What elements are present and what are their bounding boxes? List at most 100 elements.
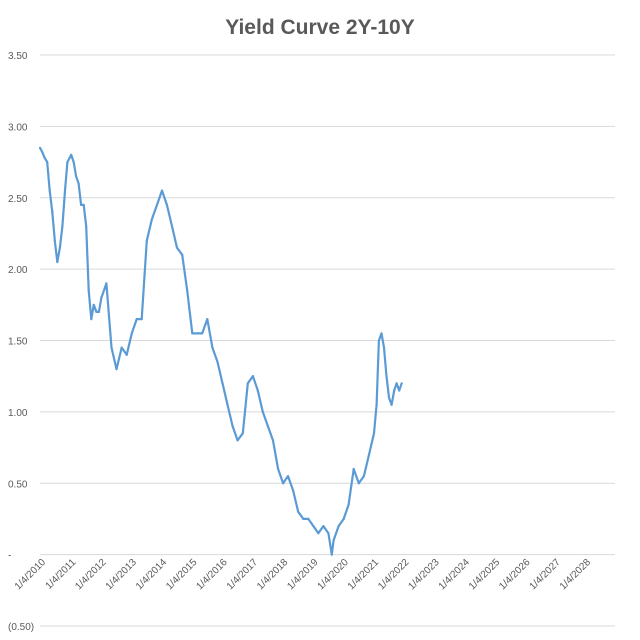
data-point	[110, 346, 113, 349]
data-point	[256, 389, 259, 392]
data-point	[231, 425, 234, 428]
data-point	[53, 239, 56, 242]
data-point	[221, 382, 224, 385]
data-point	[90, 318, 93, 321]
data-point	[165, 203, 168, 206]
data-point	[145, 239, 148, 242]
x-tick-label: 1/4/2017	[225, 557, 261, 593]
data-point	[75, 175, 78, 178]
data-point	[246, 382, 249, 385]
data-point	[92, 303, 95, 306]
data-point	[277, 467, 280, 471]
gridlines	[40, 54, 615, 627]
x-tick-label: 1/4/2022	[376, 557, 412, 593]
data-point	[393, 389, 396, 392]
y-tick-label: 1.00	[8, 408, 28, 419]
x-tick-label: 1/4/2027	[528, 557, 564, 593]
data-point	[330, 553, 333, 556]
data-point	[87, 289, 90, 292]
data-point	[130, 332, 133, 335]
x-tick-label: 1/4/2025	[467, 557, 503, 593]
data-point	[63, 189, 67, 192]
data-point	[51, 210, 54, 214]
x-tick-label: 1/4/2010	[13, 557, 49, 593]
data-point	[181, 253, 184, 256]
data-point	[105, 282, 108, 285]
data-point	[150, 218, 153, 221]
data-point	[196, 332, 199, 335]
data-point	[226, 403, 229, 406]
data-point	[377, 339, 380, 342]
data-point	[125, 353, 128, 356]
chart-title: Yield Curve 2Y-10Y	[225, 16, 414, 39]
data-point	[155, 203, 159, 206]
series-line	[39, 147, 403, 556]
data-point	[38, 146, 42, 149]
data-point	[297, 510, 300, 513]
data-point	[251, 375, 254, 378]
data-point	[211, 346, 214, 349]
x-tick-label: 1/4/2026	[497, 557, 533, 593]
data-point	[271, 439, 275, 442]
data-point	[160, 189, 164, 192]
data-point	[398, 389, 401, 392]
data-point	[292, 489, 295, 492]
x-tick-label: 1/4/2011	[44, 557, 79, 592]
data-point	[390, 403, 393, 406]
data-point	[352, 467, 355, 471]
x-axis-ticks: 1/4/20101/4/20111/4/20121/4/20131/4/2014…	[13, 557, 594, 593]
data-point	[282, 482, 285, 485]
data-point	[56, 260, 59, 264]
data-point	[367, 453, 371, 456]
data-point	[382, 346, 386, 349]
data-point	[97, 310, 100, 313]
data-point	[201, 332, 204, 335]
data-point	[191, 332, 194, 335]
x-tick-label: 1/4/2024	[437, 557, 473, 593]
data-point	[375, 403, 378, 406]
data-point	[170, 225, 174, 228]
data-point	[261, 410, 264, 413]
data-point	[362, 475, 365, 478]
x-tick-label: 1/4/2021	[346, 557, 382, 593]
data-point	[357, 482, 360, 485]
x-tick-label: 1/4/2013	[104, 557, 140, 593]
data-point	[337, 525, 340, 528]
data-point	[72, 161, 75, 164]
data-point	[43, 156, 46, 159]
data-point	[46, 161, 49, 164]
x-tick-label: 1/4/2028	[558, 557, 594, 593]
data-point	[327, 532, 330, 535]
y-tick-label: 3.00	[8, 122, 28, 133]
y-tick-label: 2.50	[8, 194, 28, 205]
y-axis-ticks: (0.50) - 0.50 1.00 1.50 2.00 2.50 3.00 3.50	[8, 51, 34, 633]
y-tick-label: 2.00	[8, 265, 28, 276]
data-point	[286, 475, 290, 478]
data-point	[322, 525, 325, 528]
data-point	[317, 532, 320, 535]
data-point	[241, 432, 244, 435]
data-point	[307, 517, 310, 521]
x-tick-label: 1/4/2016	[194, 557, 230, 593]
y-tick-label: -	[8, 551, 11, 562]
y-tick-label: 1.50	[8, 337, 28, 348]
data-point	[266, 425, 269, 428]
x-tick-label: 1/4/2015	[164, 557, 200, 593]
data-point	[400, 382, 403, 385]
data-point	[347, 503, 350, 506]
data-point	[395, 382, 398, 385]
data-point	[48, 189, 51, 192]
data-point	[342, 517, 345, 521]
data-point	[85, 225, 88, 228]
data-point	[380, 332, 383, 335]
data-point	[332, 539, 335, 542]
data-point	[216, 360, 219, 363]
data-point	[372, 432, 376, 435]
data-point	[70, 153, 73, 156]
y-tick-label: (0.50)	[8, 622, 34, 633]
data-point	[58, 246, 62, 249]
x-tick-label: 1/4/2023	[406, 557, 442, 593]
x-tick-label: 1/4/2018	[255, 557, 291, 593]
y-tick-label: 0.50	[8, 479, 28, 490]
